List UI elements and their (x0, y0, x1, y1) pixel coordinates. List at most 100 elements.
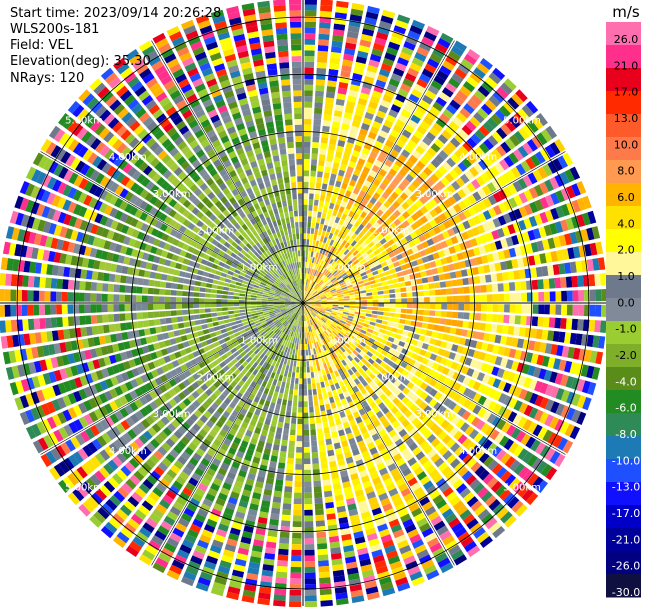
range-gate-cell (357, 440, 366, 448)
range-gate-cell (417, 185, 427, 195)
range-gate-cell (382, 587, 396, 597)
range-gate-cell (388, 230, 397, 238)
range-gate-cell (266, 535, 277, 543)
range-gate-cell (342, 378, 349, 386)
range-gate-cell (369, 372, 377, 380)
range-gate-cell (228, 580, 242, 589)
range-gate-cell (355, 262, 362, 268)
range-gate-cell (334, 12, 348, 20)
range-gate-cell (377, 571, 391, 580)
range-gate-cell (328, 274, 334, 280)
range-gate-cell (507, 183, 518, 195)
range-gate-cell (311, 311, 317, 316)
range-gate-cell (455, 270, 463, 278)
range-gate-cell (317, 370, 323, 377)
range-gate-cell (472, 392, 482, 403)
range-gate-cell (575, 230, 584, 243)
range-gate-cell (307, 343, 311, 350)
range-gate-cell (405, 286, 413, 292)
range-gate-cell (340, 284, 347, 289)
range-gate-cell (297, 418, 303, 425)
range-gate-cell (293, 498, 302, 505)
range-gate-cell (544, 414, 555, 427)
range-gate-cell (304, 515, 314, 522)
range-gate-cell (330, 402, 337, 409)
range-gate-cell (138, 329, 146, 337)
range-gate-cell (230, 321, 237, 326)
range-gate-cell (434, 355, 443, 364)
range-gate-cell (326, 308, 333, 311)
range-gate-cell (511, 93, 524, 106)
range-gate-cell (304, 475, 312, 482)
range-gate-cell (315, 270, 319, 277)
range-gate-cell (393, 218, 402, 227)
range-gate-cell (489, 165, 500, 177)
range-gate-cell (330, 277, 337, 282)
range-gate-cell (410, 482, 421, 492)
range-gate-cell (454, 526, 467, 538)
range-gate-cell (165, 317, 172, 324)
range-gate-cell (107, 304, 114, 313)
range-gate-cell (567, 346, 575, 359)
range-gate-cell (426, 238, 435, 246)
range-gate-cell (376, 110, 387, 119)
range-gate-cell (509, 459, 521, 472)
range-gate-cell (381, 221, 389, 230)
range-gate-cell (360, 329, 367, 335)
range-gate-cell (376, 209, 384, 217)
range-gate-cell (0, 304, 5, 318)
range-gate-cell (333, 319, 340, 324)
range-gate-cell (397, 392, 406, 401)
range-gate-cell (355, 208, 363, 216)
range-gate-cell (423, 564, 437, 575)
range-gate-cell (580, 364, 589, 378)
range-gate-cell (464, 240, 473, 249)
range-gate-cell (372, 299, 379, 303)
range-gate-cell (412, 432, 422, 441)
range-gate-cell (309, 303, 316, 305)
range-gate-cell (392, 200, 401, 209)
range-gate-cell (380, 261, 388, 268)
range-gate-cell (537, 426, 548, 440)
range-gate-cell (39, 277, 46, 288)
range-gate-cell (342, 421, 350, 429)
range-gate-cell (308, 395, 313, 402)
range-gate-cell (245, 478, 255, 487)
range-gate-cell (379, 238, 387, 245)
range-gate-cell (413, 333, 420, 340)
range-gate-cell (393, 379, 402, 388)
range-gate-cell (310, 325, 314, 332)
range-gate-cell (330, 324, 337, 329)
range-gate-cell (351, 233, 358, 240)
range-gate-cell (432, 324, 440, 331)
range-gate-cell (366, 591, 380, 601)
range-gate-cell (482, 385, 492, 396)
range-gate-cell (442, 161, 452, 172)
range-gate-cell (325, 91, 335, 99)
range-gate-cell (349, 584, 363, 592)
range-gate-cell (233, 292, 240, 296)
range-gate-cell (426, 537, 440, 548)
range-gate-cell (230, 575, 243, 584)
range-gate-cell (458, 337, 467, 346)
range-gate-cell (170, 296, 177, 303)
range-gate-cell (319, 451, 327, 458)
range-gate-cell (326, 373, 332, 381)
range-gate-cell (453, 133, 465, 144)
range-gate-cell (457, 466, 469, 478)
range-gate-cell (486, 413, 497, 424)
range-gate-cell (223, 319, 230, 324)
range-gate-cell (333, 329, 340, 335)
range-gate-cell (475, 341, 483, 350)
range-gate-cell (4, 304, 11, 317)
range-gate-cell (416, 125, 427, 135)
range-gate-cell (376, 346, 383, 353)
range-gate-cell (287, 457, 294, 464)
range-gate-cell (555, 205, 565, 219)
range-gate-cell (320, 282, 325, 287)
range-gate-cell (393, 261, 400, 268)
range-gate-cell (478, 351, 487, 361)
range-gate-cell (541, 265, 549, 277)
range-gate-cell (283, 491, 292, 499)
range-gate-cell (252, 432, 260, 440)
